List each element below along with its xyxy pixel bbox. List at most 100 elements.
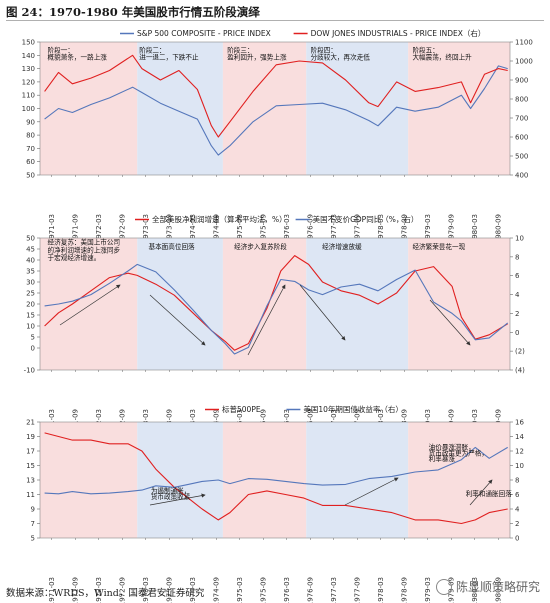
- panel3-x-tick-label-14: 1978-03: [377, 577, 385, 603]
- panel1-right-tick-label-5: 900: [515, 77, 528, 85]
- panel1-annotation-1: 阶段一：: [48, 46, 74, 55]
- panel1-annotation-2: 概貌萧条，一路上涨: [48, 52, 108, 61]
- panel3-x-tick-label-1: 1971-09: [71, 577, 79, 603]
- panel3-annotation-4: 货币政策更为严格，: [429, 448, 488, 457]
- panel1-x-tick-label-19: 1980-09: [494, 214, 502, 243]
- panel3-band-2: [137, 422, 223, 538]
- annotation-arrow-5: [429, 299, 471, 346]
- figure-title: 图 24：1970-1980 年美国股市行情五阶段演绎: [6, 5, 260, 19]
- panel1-x-tick-label-17: 1979-09: [447, 214, 455, 243]
- panel3-x-tick-label-11: 1976-09: [306, 577, 314, 603]
- panel3-right-tick-label-6: 12: [515, 448, 524, 456]
- panel1-x-tick-label-7: 1974-09: [212, 214, 220, 243]
- source-note: 数据来源：WRDS，Wind，国泰君安证券研究: [6, 588, 205, 599]
- panel1-x-tick-label-14: 1978-03: [377, 214, 385, 243]
- panel2-annotation-3: 于宏观经济增速。: [48, 253, 101, 262]
- panel3-band-5: [408, 422, 510, 538]
- panel3-x-tick-label-19: 1980-09: [494, 577, 502, 603]
- panel2-right-tick-label-5: 6: [515, 272, 520, 280]
- panel2-left-tick-label-11: 50: [26, 235, 35, 243]
- panel2-series-line-2: [44, 263, 509, 355]
- watermark: 陈显顺策略研究: [435, 578, 540, 595]
- panel1-right-tick-label-1: 500: [515, 153, 528, 161]
- panel2-band-5: [408, 238, 510, 370]
- panel1-annotation-6: 盈利回升，强势上涨: [227, 52, 287, 61]
- panel1-band-2: [137, 42, 223, 175]
- panel1-right-tick-label-7: 1100: [515, 39, 533, 47]
- panel3-x-tick-label-12: 1977-03: [330, 577, 338, 603]
- panel1-x-tick-label-3: 1972-09: [118, 214, 126, 243]
- panel2-legend-label-1: 全部美股净利润增速（算术平均法，%）: [152, 214, 287, 224]
- annotation-arrow-7: [344, 477, 399, 506]
- panel3-x-tick-label-0: 1971-03: [48, 577, 56, 603]
- panel2-left-tick-label-8: 35: [26, 268, 35, 276]
- panel2-left-tick-label-6: 25: [26, 290, 35, 298]
- panel3-x-tick-label-18: 1980-03: [471, 577, 479, 603]
- panel2-left-tick-label-2: 5: [31, 334, 35, 342]
- panel3-annotation-6: 利率和通胀回落: [466, 489, 513, 498]
- panel2-left-tick-label-10: 45: [26, 246, 35, 254]
- annotation-arrow-8: [469, 479, 493, 506]
- panel1-right-tick-label-2: 600: [515, 134, 528, 142]
- panel1-left-tick-label-2: 70: [26, 145, 35, 153]
- panel1-left-tick-label-5: 100: [22, 105, 35, 113]
- panel3-left-tick-label-7: 19: [26, 433, 35, 441]
- panel3-right-tick-label-2: 4: [515, 506, 520, 514]
- panel3-left-tick-label-4: 13: [26, 477, 35, 485]
- panel1-band-1: [40, 42, 138, 175]
- panel1-band-4: [306, 42, 409, 175]
- annotation-arrow-3: [247, 284, 286, 356]
- panel2-right-tick-label-7: 10: [515, 235, 524, 243]
- panel2-annotation-5: 经济步入复苏阶段: [234, 242, 287, 251]
- panel3-annotation-5: 利率暴涨: [429, 454, 456, 463]
- panel1-annotation-10: 大幅震荡，终回上升: [412, 52, 472, 61]
- panel2-annotation-2: 的净利润增速的上涨同步: [48, 245, 121, 254]
- panel1-right-tick-label-4: 800: [515, 96, 528, 104]
- panel1-x-tick-label-4: 1973-03: [142, 214, 150, 243]
- panel3-left-tick-label-6: 17: [26, 448, 35, 456]
- panel2-left-tick-label-4: 15: [26, 312, 35, 320]
- panel1-x-tick-label-9: 1975-09: [259, 214, 267, 243]
- annotation-arrow-2: [149, 294, 206, 346]
- panel1-left-tick-label-7: 120: [22, 78, 35, 86]
- panel2-right-tick-label-1: (2): [515, 348, 525, 356]
- panel2-left-tick-label-1: 0: [31, 345, 35, 353]
- annotation-arrow-1: [59, 284, 121, 326]
- panel2-band-2: [137, 238, 223, 370]
- panel3-band-4: [306, 422, 409, 538]
- panel1-right-tick-label-6: 1000: [515, 58, 533, 66]
- panel2-right-tick-label-3: 2: [515, 310, 519, 318]
- annotation-arrow-4: [299, 284, 346, 341]
- panel1-x-tick-label-11: 1976-09: [306, 214, 314, 243]
- panel1-x-tick-label-5: 1973-09: [165, 214, 173, 243]
- panel1-x-tick-label-18: 1980-03: [471, 214, 479, 243]
- panel1-annotation-3: 阶段二：: [139, 46, 165, 55]
- annotation-arrow-6: [149, 493, 206, 506]
- panel1-x-tick-label-8: 1975-03: [236, 214, 244, 243]
- panel3-x-tick-label-15: 1978-09: [400, 577, 408, 603]
- panel1-series-line-2: [44, 54, 508, 138]
- panel1-x-tick-label-2: 1972-03: [95, 214, 103, 243]
- panel1-x-tick-label-12: 1977-03: [330, 214, 338, 243]
- panel1-left-tick-label-3: 80: [26, 132, 35, 140]
- panel1-x-tick-label-0: 1971-03: [48, 214, 56, 243]
- panel1-left-tick-label-10: 150: [22, 39, 35, 47]
- panel1-annotation-8: 分歧较大，再次走低: [311, 52, 371, 61]
- panel1-x-tick-label-10: 1976-03: [283, 214, 291, 243]
- panel3-right-tick-label-7: 14: [515, 433, 524, 441]
- panel1-x-tick-label-1: 1971-09: [71, 214, 79, 243]
- panel2-annotation-4: 基本面高位回落: [149, 242, 196, 251]
- panel3-x-tick-label-16: 1979-03: [424, 577, 432, 603]
- wechat-icon: [435, 578, 452, 595]
- panel2-left-tick-label-3: 10: [26, 323, 35, 331]
- panel1-x-tick-label-13: 1977-09: [353, 214, 361, 243]
- panel3-annotation-3: 油价暴涨滞胀，: [429, 443, 475, 452]
- panel3-legend-label-1: 标普500PE: [222, 404, 261, 414]
- panel2-left-tick-label-9: 40: [26, 257, 35, 265]
- panel3-x-tick-label-2: 1972-03: [95, 577, 103, 603]
- panel2-right-tick-label-6: 8: [515, 253, 519, 261]
- panel1-x-tick-label-16: 1979-03: [424, 214, 432, 243]
- panel3-left-tick-label-3: 11: [26, 491, 35, 499]
- panel2-right-tick-label-4: 4: [515, 291, 520, 299]
- panel2-annotation-6: 经济增速放缓: [322, 242, 362, 251]
